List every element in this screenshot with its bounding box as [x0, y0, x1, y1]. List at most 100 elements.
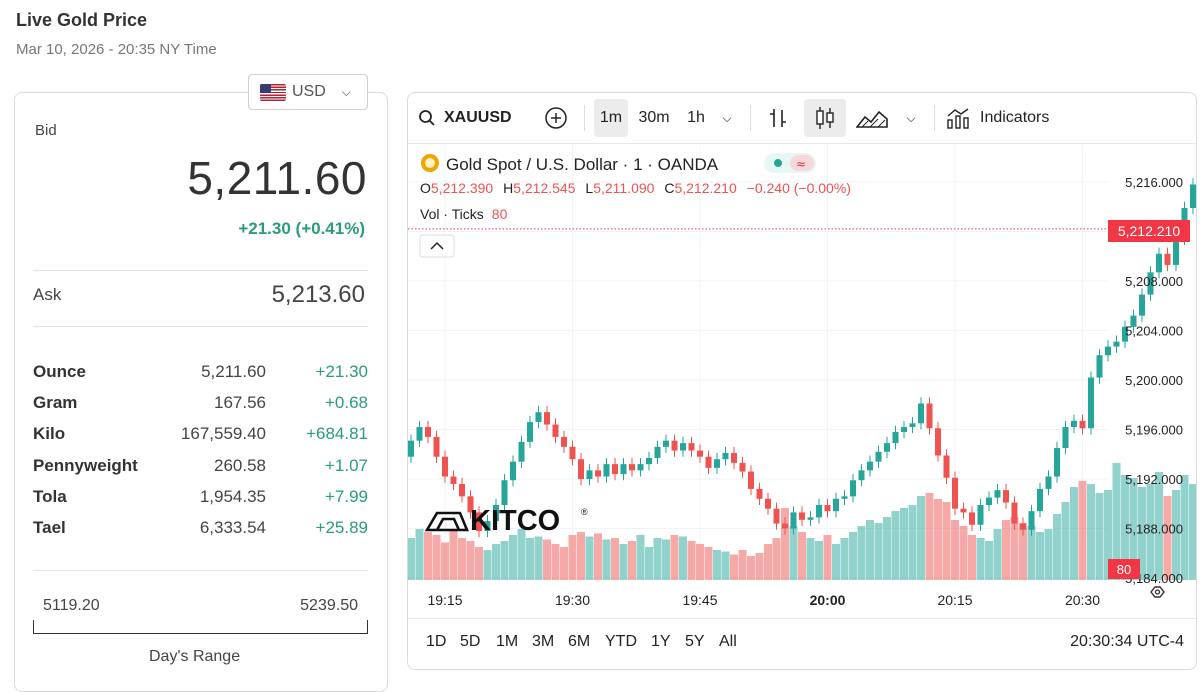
ohlc-row: O5,212.390 H5,212.545 L5,211.090 C5,212.…: [420, 180, 851, 196]
unit-change: +0.68: [324, 393, 368, 413]
unit-row-kilo: Kilo 167,559.40 +684.81: [33, 424, 368, 455]
ask-label: Ask: [33, 285, 62, 304]
volume-bar: [781, 508, 789, 580]
range-ytd-button[interactable]: YTD: [605, 633, 637, 650]
time-range-bar: 1D 5D 1M 3M 6M YTD 1Y 5Y All 20:30:34 UT…: [408, 619, 1196, 669]
unit-name: Gram: [33, 393, 78, 413]
chevron-up-icon: [430, 241, 444, 250]
volume-bar: [594, 533, 602, 580]
candle-body: [569, 446, 576, 460]
interval-1h[interactable]: 1h: [687, 109, 705, 126]
volume-bar: [1095, 493, 1104, 580]
range-3m-button[interactable]: 3M: [532, 633, 555, 650]
indicators-label: Indicators: [980, 109, 1050, 126]
volume-bar: [866, 520, 874, 580]
candle-body: [960, 508, 967, 513]
price-chart-canvas[interactable]: 5,216.0005,212.0005,208.0005,204.0005,20…: [408, 93, 1197, 670]
volume-bar: [1078, 481, 1087, 580]
candle-body: [952, 477, 958, 509]
volume-bar: [891, 511, 900, 580]
currency-select[interactable]: USD ⌵: [248, 74, 368, 110]
interval-dropdown-chevron-icon[interactable]: ⌵: [722, 110, 732, 125]
candle-body: [756, 488, 763, 499]
candle-body: [782, 523, 788, 529]
volume-bar: [823, 535, 832, 580]
market-open-dot-icon: [774, 159, 782, 167]
unit-row-ounce: Ounce 5,211.60 +21.30: [33, 362, 368, 393]
auto-scale-settings-button[interactable]: [1150, 586, 1165, 598]
compare-symbol-button[interactable]: [540, 99, 572, 137]
volume-bar: [1002, 520, 1010, 580]
candle-body: [884, 443, 890, 452]
volume-bar: [849, 532, 857, 580]
candle-body: [1054, 448, 1060, 477]
quote-card: [14, 92, 388, 692]
volume-bar: [568, 535, 577, 580]
candle-body: [1122, 326, 1128, 342]
symbol-legend: Gold Spot / U.S. Dollar · 1 · OANDA ≈: [421, 153, 816, 174]
volume-bar: [840, 538, 849, 580]
unit-change: +1.07: [324, 455, 368, 475]
symbol-search-button[interactable]: XAUUSD: [418, 99, 518, 137]
candle-body: [1130, 315, 1137, 327]
volume-bar: [602, 539, 611, 580]
volume-bar: [517, 529, 526, 580]
volume-bar: [908, 505, 917, 580]
time-tick-label: 19:30: [555, 592, 590, 608]
candle-body: [586, 470, 593, 479]
candle-body: [646, 457, 652, 465]
volume-bar: [1112, 463, 1121, 580]
volume-bar: [747, 556, 755, 580]
candle-body: [799, 512, 805, 520]
interval-30m[interactable]: 30m: [638, 109, 670, 126]
volume-bar: [492, 544, 500, 580]
candle-body: [739, 462, 746, 472]
candle-body: [1164, 253, 1171, 265]
range-1d-button[interactable]: 1D: [426, 633, 447, 650]
indicators-button[interactable]: Indicators: [946, 99, 1066, 137]
unit-name: Tael: [33, 517, 66, 537]
interval-1m[interactable]: 1m: [594, 99, 628, 137]
volume-bar: [415, 529, 424, 580]
range-1y-button[interactable]: 1Y: [651, 633, 671, 650]
candle-body: [986, 497, 992, 505]
volume-bar: [551, 544, 560, 580]
candle-body: [603, 464, 610, 477]
time-tick-label: 19:45: [682, 592, 717, 608]
volume-bar: [772, 538, 781, 580]
area-chart-type-button[interactable]: [854, 99, 890, 137]
candle-body: [688, 443, 695, 451]
range-5d-button[interactable]: 5D: [460, 633, 481, 650]
settings-icon: [1154, 589, 1161, 595]
candle-body: [1062, 427, 1069, 449]
volume-bar: [458, 538, 466, 580]
last-price-tag: 5,212.210: [1108, 220, 1190, 242]
time-tick-label: 20:15: [937, 592, 972, 608]
range-6m-button[interactable]: 6M: [568, 633, 591, 650]
price-tick-label: 5,200.000: [1125, 373, 1183, 388]
open-value: 5,212.390: [431, 180, 493, 196]
volume-bar: [424, 532, 432, 580]
bar-chart-type-button[interactable]: [760, 99, 796, 137]
chart-clock: 20:30:34 UTC-4: [1070, 633, 1184, 650]
candle-body: [510, 461, 516, 481]
range-1m-button[interactable]: 1M: [496, 633, 519, 650]
collapse-legend-button[interactable]: [419, 234, 455, 258]
change-value: −0.240 (−0.00%): [747, 180, 851, 196]
volume-bar: [653, 538, 662, 580]
delayed-badge: [790, 155, 814, 171]
candles-chart-type-button[interactable]: [804, 99, 846, 137]
range-all-button[interactable]: All: [719, 633, 737, 650]
area-chart-icon: [856, 110, 888, 128]
toolbar-divider: [750, 105, 751, 131]
volume-bar: [857, 526, 866, 580]
candle-body: [867, 461, 873, 471]
range-5y-button[interactable]: 5Y: [685, 633, 705, 650]
divider: [33, 270, 368, 271]
volume-bar: [1189, 484, 1196, 580]
volume-bar: [1129, 478, 1138, 580]
candle-body: [705, 456, 712, 468]
chart-type-chevron-icon[interactable]: ⌵: [906, 110, 916, 125]
candle-body: [1139, 294, 1145, 316]
volume-tag-text: 80: [1117, 562, 1131, 577]
